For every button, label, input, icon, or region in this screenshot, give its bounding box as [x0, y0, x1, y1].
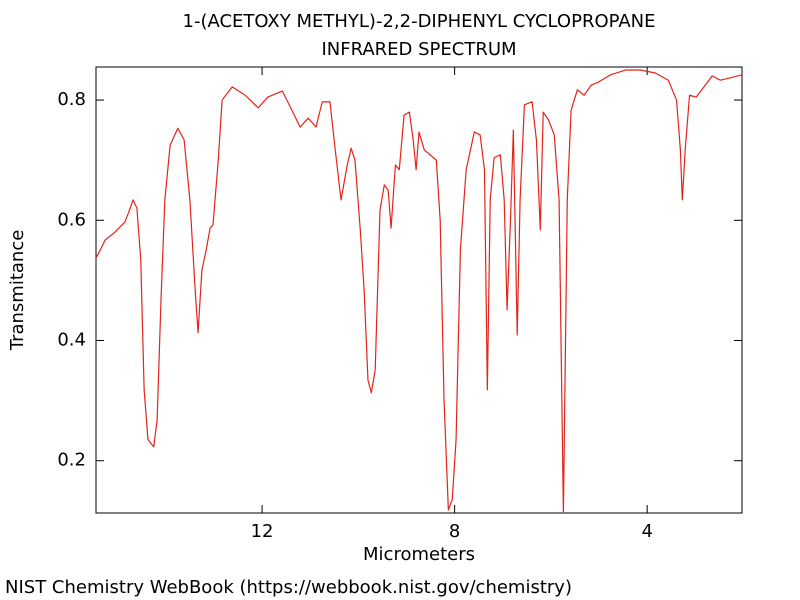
x-axis-label: Micrometers: [363, 544, 475, 565]
plot-frame: [95, 66, 743, 514]
x-tick-label: 8: [449, 521, 460, 542]
y-tick-label: 0.8: [57, 89, 86, 110]
source-note: NIST Chemistry WebBook (https://webbook.…: [5, 577, 572, 598]
y-axis-label: Transmitance: [7, 230, 28, 352]
y-tick-label: 0.6: [57, 209, 86, 230]
chart-subtitle: INFRARED SPECTRUM: [321, 39, 516, 60]
x-tick-label: 12: [251, 521, 274, 542]
x-tick-label: 4: [641, 521, 652, 542]
y-tick-label: 0.4: [57, 329, 86, 350]
y-tick-label: 0.2: [57, 450, 86, 471]
spectrum-line: [95, 69, 743, 514]
chart-title: 1-(ACETOXY METHYL)-2,2-DIPHENYL CYCLOPRO…: [183, 11, 656, 32]
